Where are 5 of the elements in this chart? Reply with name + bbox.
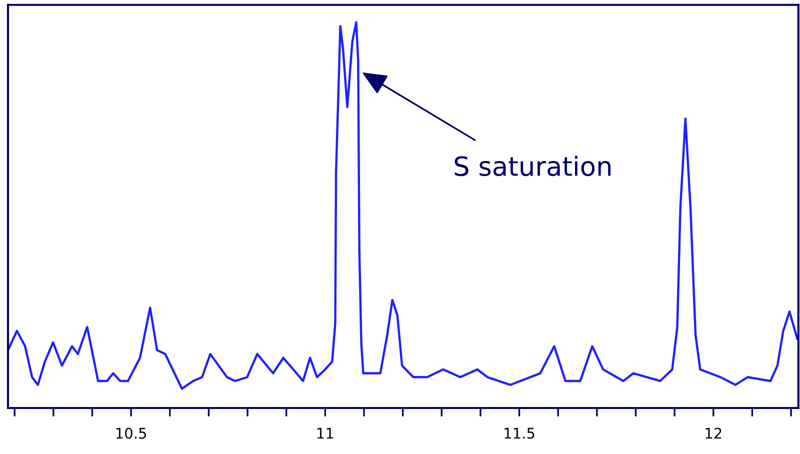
x-tick-label: 10.5 xyxy=(116,428,146,439)
x-tick-label: 12 xyxy=(706,428,722,439)
x-tick-label: 11 xyxy=(317,428,334,439)
x-tick-label: 11.5 xyxy=(504,428,534,439)
annotation: S saturation xyxy=(454,156,610,176)
